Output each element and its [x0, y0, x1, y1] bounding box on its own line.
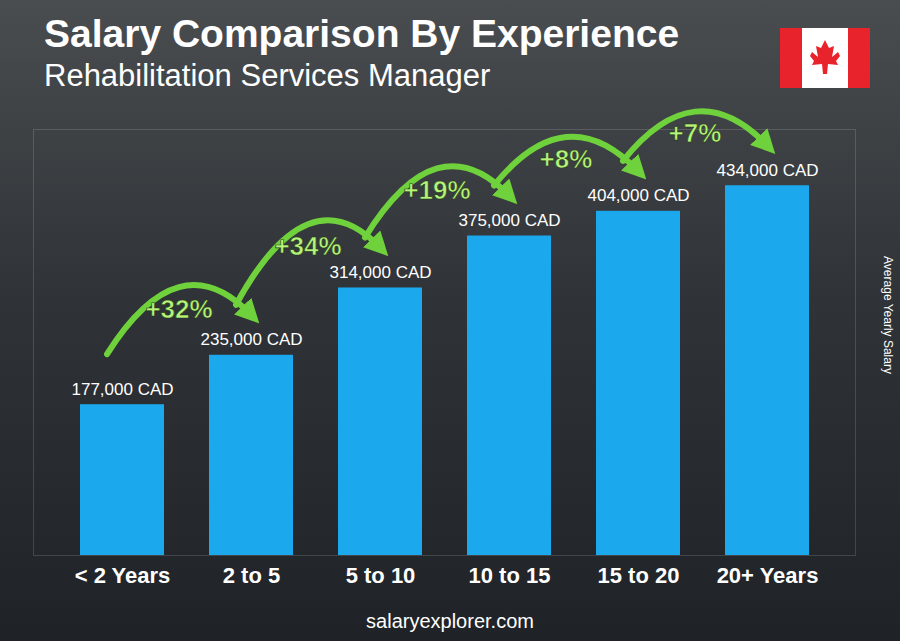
svg-text:+7%: +7% — [669, 118, 722, 148]
svg-text:20+ Years: 20+ Years — [717, 563, 819, 588]
html-text:Rehabilitation Services Manage: Rehabilitation Services Manager — [44, 58, 491, 93]
svg-text:< 2 Years: < 2 Years — [75, 563, 171, 588]
svg-text:10 to 15: 10 to 15 — [469, 563, 551, 588]
svg-text:+32%: +32% — [145, 294, 212, 324]
svg-text:314,000 CAD: 314,000 CAD — [329, 263, 431, 282]
svg-text:+8%: +8% — [540, 144, 593, 174]
svg-text:177,000 CAD: 177,000 CAD — [71, 380, 173, 399]
svg-text:404,000 CAD: 404,000 CAD — [587, 186, 689, 205]
svg-text:+34%: +34% — [274, 231, 341, 261]
html-text:salaryexplorer.com: salaryexplorer.com — [366, 610, 534, 632]
html-text:Salary Comparison By Experienc: Salary Comparison By Experience — [44, 12, 680, 55]
svg-text:15 to 20: 15 to 20 — [598, 563, 680, 588]
svg-text:375,000 CAD: 375,000 CAD — [458, 211, 560, 230]
svg-text:+19%: +19% — [403, 175, 470, 205]
svg-text:235,000 CAD: 235,000 CAD — [200, 330, 302, 349]
html-text:Average Yearly Salary: Average Yearly Salary — [881, 256, 895, 374]
svg-text:434,000 CAD: 434,000 CAD — [716, 161, 818, 180]
svg-text:2 to 5: 2 to 5 — [223, 563, 280, 588]
svg-text:5 to 10: 5 to 10 — [346, 563, 416, 588]
